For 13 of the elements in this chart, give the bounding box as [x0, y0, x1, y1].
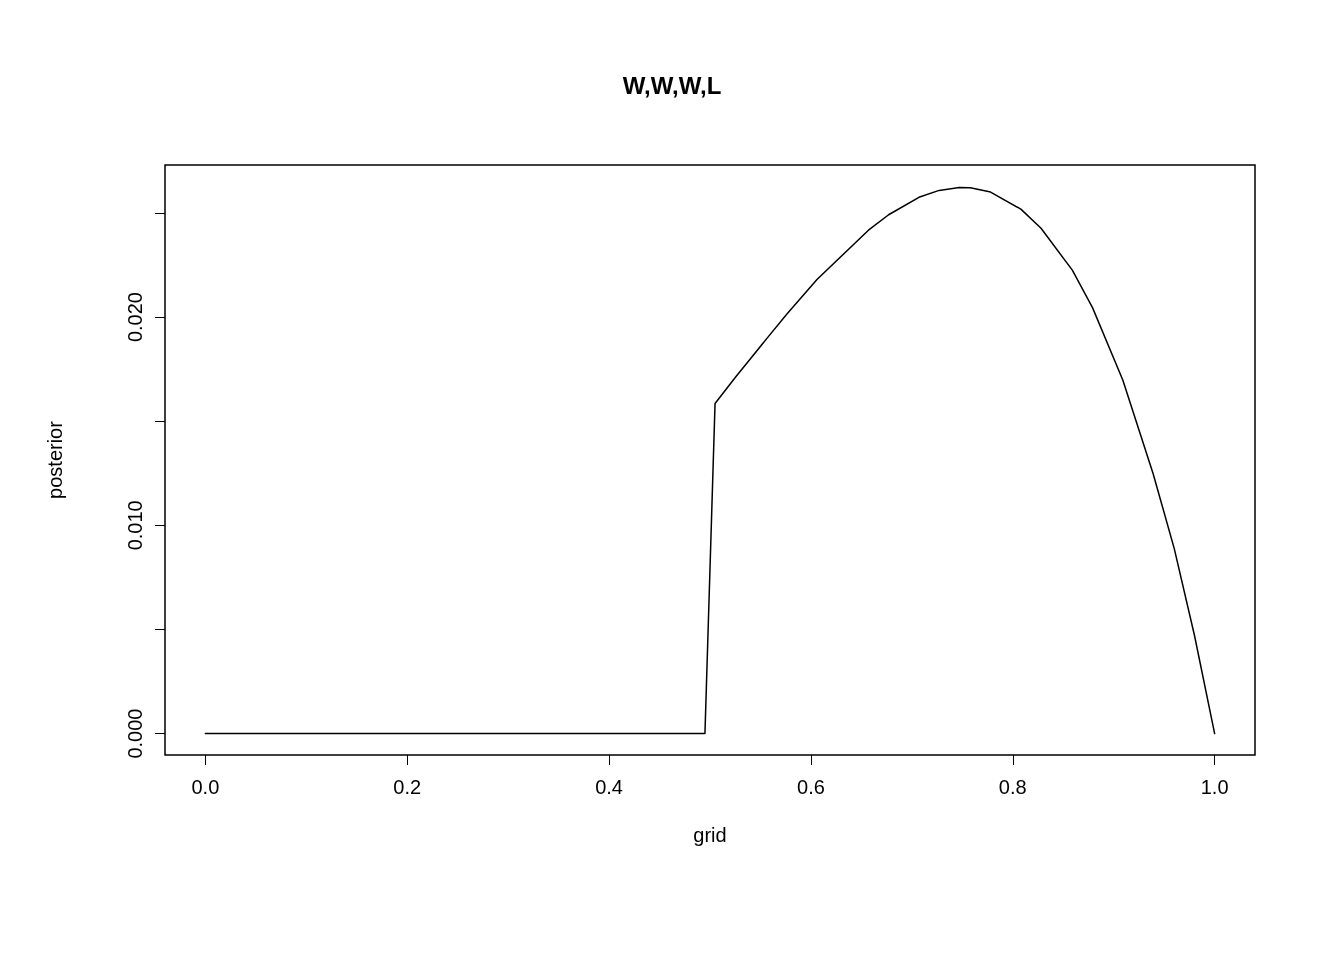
x-tick-label: 0.8	[998, 776, 1027, 798]
y-tick-label: 0.010	[124, 500, 146, 551]
x-tick-label: 0.6	[797, 776, 825, 798]
line-series	[204, 186, 1216, 735]
x-tick-label: 0.4	[595, 776, 623, 798]
chart-title: W,W,W,L	[622, 71, 722, 99]
x-tick-label: 0.2	[393, 776, 422, 798]
x-tick-label: 1.0	[1200, 776, 1229, 798]
x-axis-title: grid	[693, 824, 727, 846]
y-axis-title: posterior	[44, 420, 66, 499]
x-tick-label: 0.0	[191, 776, 220, 798]
y-tick-label: 0.020	[124, 292, 146, 343]
y-tick-label: 0.000	[124, 708, 146, 759]
